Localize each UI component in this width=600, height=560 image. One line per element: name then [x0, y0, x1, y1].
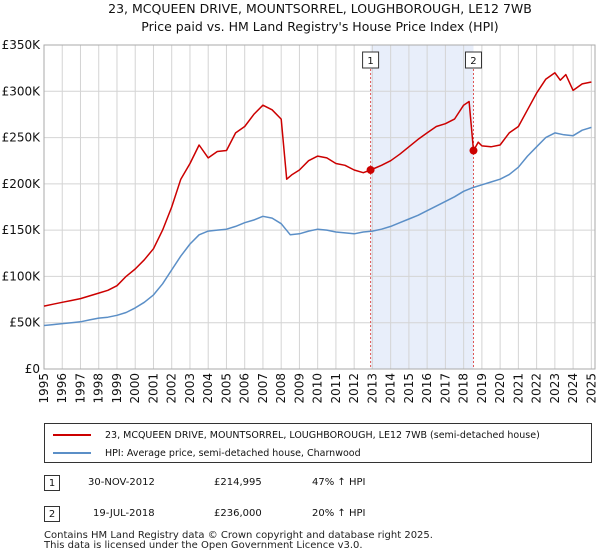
- legend-label-hpi: HPI: Average price, semi-detached house,…: [105, 447, 361, 459]
- legend-item-property: 23, MCQUEEN DRIVE, MOUNTSORREL, LOUGHBOR…: [53, 427, 540, 443]
- x-tick-label: 2000: [128, 373, 142, 404]
- x-tick-label: 2004: [201, 373, 215, 404]
- chart-title: 23, MCQUEEN DRIVE, MOUNTSORREL, LOUGHBOR…: [108, 1, 532, 16]
- x-tick-label: 2022: [530, 373, 544, 404]
- x-tick-label: 2016: [420, 373, 434, 404]
- y-tick-label: £0: [25, 362, 40, 376]
- footer-copyright: Contains HM Land Registry data © Crown c…: [44, 530, 433, 541]
- x-tick-label: 2012: [347, 373, 361, 404]
- x-tick-label: 1998: [92, 373, 106, 404]
- series-line-property: [43, 72, 592, 307]
- x-tick-label: 2025: [584, 373, 598, 404]
- legend-label-property: 23, MCQUEEN DRIVE, MOUNTSORREL, LOUGHBOR…: [105, 429, 540, 441]
- y-tick-label: £50K: [9, 316, 41, 330]
- transaction-label: 1: [367, 56, 373, 67]
- x-tick-label: 2003: [183, 373, 197, 404]
- legend-swatch-hpi: [53, 452, 91, 454]
- x-tick-label: 2021: [511, 373, 525, 404]
- series-line-hpi: [43, 126, 592, 327]
- x-tick-label: 2017: [438, 373, 452, 404]
- transaction-label-box: [464, 51, 482, 69]
- y-tick-label: £300K: [2, 84, 42, 98]
- x-tick-label: 2013: [365, 373, 379, 404]
- x-tick-label: 2014: [384, 373, 398, 404]
- transaction-date: 19-JUL-2018: [93, 508, 155, 519]
- x-tick-label: 2024: [566, 373, 580, 404]
- transaction-number-badge: 2: [44, 506, 60, 522]
- y-tick-label: £200K: [2, 177, 42, 191]
- x-tick-label: 2020: [493, 373, 507, 404]
- y-tick-label: £250K: [2, 131, 42, 145]
- x-tick-label: 2019: [475, 373, 489, 404]
- x-tick-label: 2006: [238, 373, 252, 404]
- transaction-label: 2: [470, 56, 476, 67]
- transaction-date: 30-NOV-2012: [88, 477, 155, 488]
- y-tick-label: £100K: [2, 269, 42, 283]
- transaction-point: [469, 146, 478, 155]
- footer-licence: This data is licensed under the Open Gov…: [44, 540, 363, 551]
- transaction-hpi-change: 47% ↑ HPI: [312, 477, 366, 488]
- transaction-hpi-change: 20% ↑ HPI: [312, 508, 366, 519]
- x-tick-label: 2023: [548, 373, 562, 404]
- x-tick-label: 1999: [110, 373, 124, 404]
- x-tick-label: 2009: [292, 373, 306, 404]
- transaction-number-badge: 1: [44, 475, 60, 491]
- chart-legend: 23, MCQUEEN DRIVE, MOUNTSORREL, LOUGHBOR…: [44, 423, 592, 463]
- x-tick-label: 2005: [219, 373, 233, 404]
- chart-subtitle: Price paid vs. HM Land Registry's House …: [141, 19, 498, 34]
- x-tick-label: 2002: [165, 373, 179, 404]
- x-tick-label: 2015: [402, 373, 416, 404]
- y-tick-label: £350K: [2, 38, 42, 52]
- legend-item-hpi: HPI: Average price, semi-detached house,…: [53, 445, 361, 461]
- x-tick-label: 2011: [329, 373, 343, 404]
- x-tick-label: 1995: [37, 373, 51, 404]
- transaction-label-box: [362, 51, 380, 69]
- footer-attribution: Contains HM Land Registry data © Crown c…: [44, 531, 433, 551]
- legend-swatch-property: [53, 434, 91, 436]
- x-tick-label: 2007: [256, 373, 270, 404]
- shaded-holding-period: [370, 45, 474, 369]
- x-tick-label: 2008: [274, 373, 288, 404]
- price-chart: 23, MCQUEEN DRIVE, MOUNTSORREL, LOUGHBOR…: [2, 1, 599, 404]
- plot-frame: [43, 44, 596, 370]
- x-tick-label: 2010: [311, 373, 325, 404]
- x-tick-label: 1996: [55, 373, 69, 404]
- x-tick-label: 1997: [73, 373, 87, 404]
- transaction-price: £214,995: [214, 477, 262, 488]
- transaction-price: £236,000: [214, 508, 262, 519]
- x-tick-label: 2018: [457, 373, 471, 404]
- x-tick-label: 2001: [146, 373, 160, 404]
- y-tick-label: £150K: [2, 223, 42, 237]
- transaction-point: [366, 165, 375, 174]
